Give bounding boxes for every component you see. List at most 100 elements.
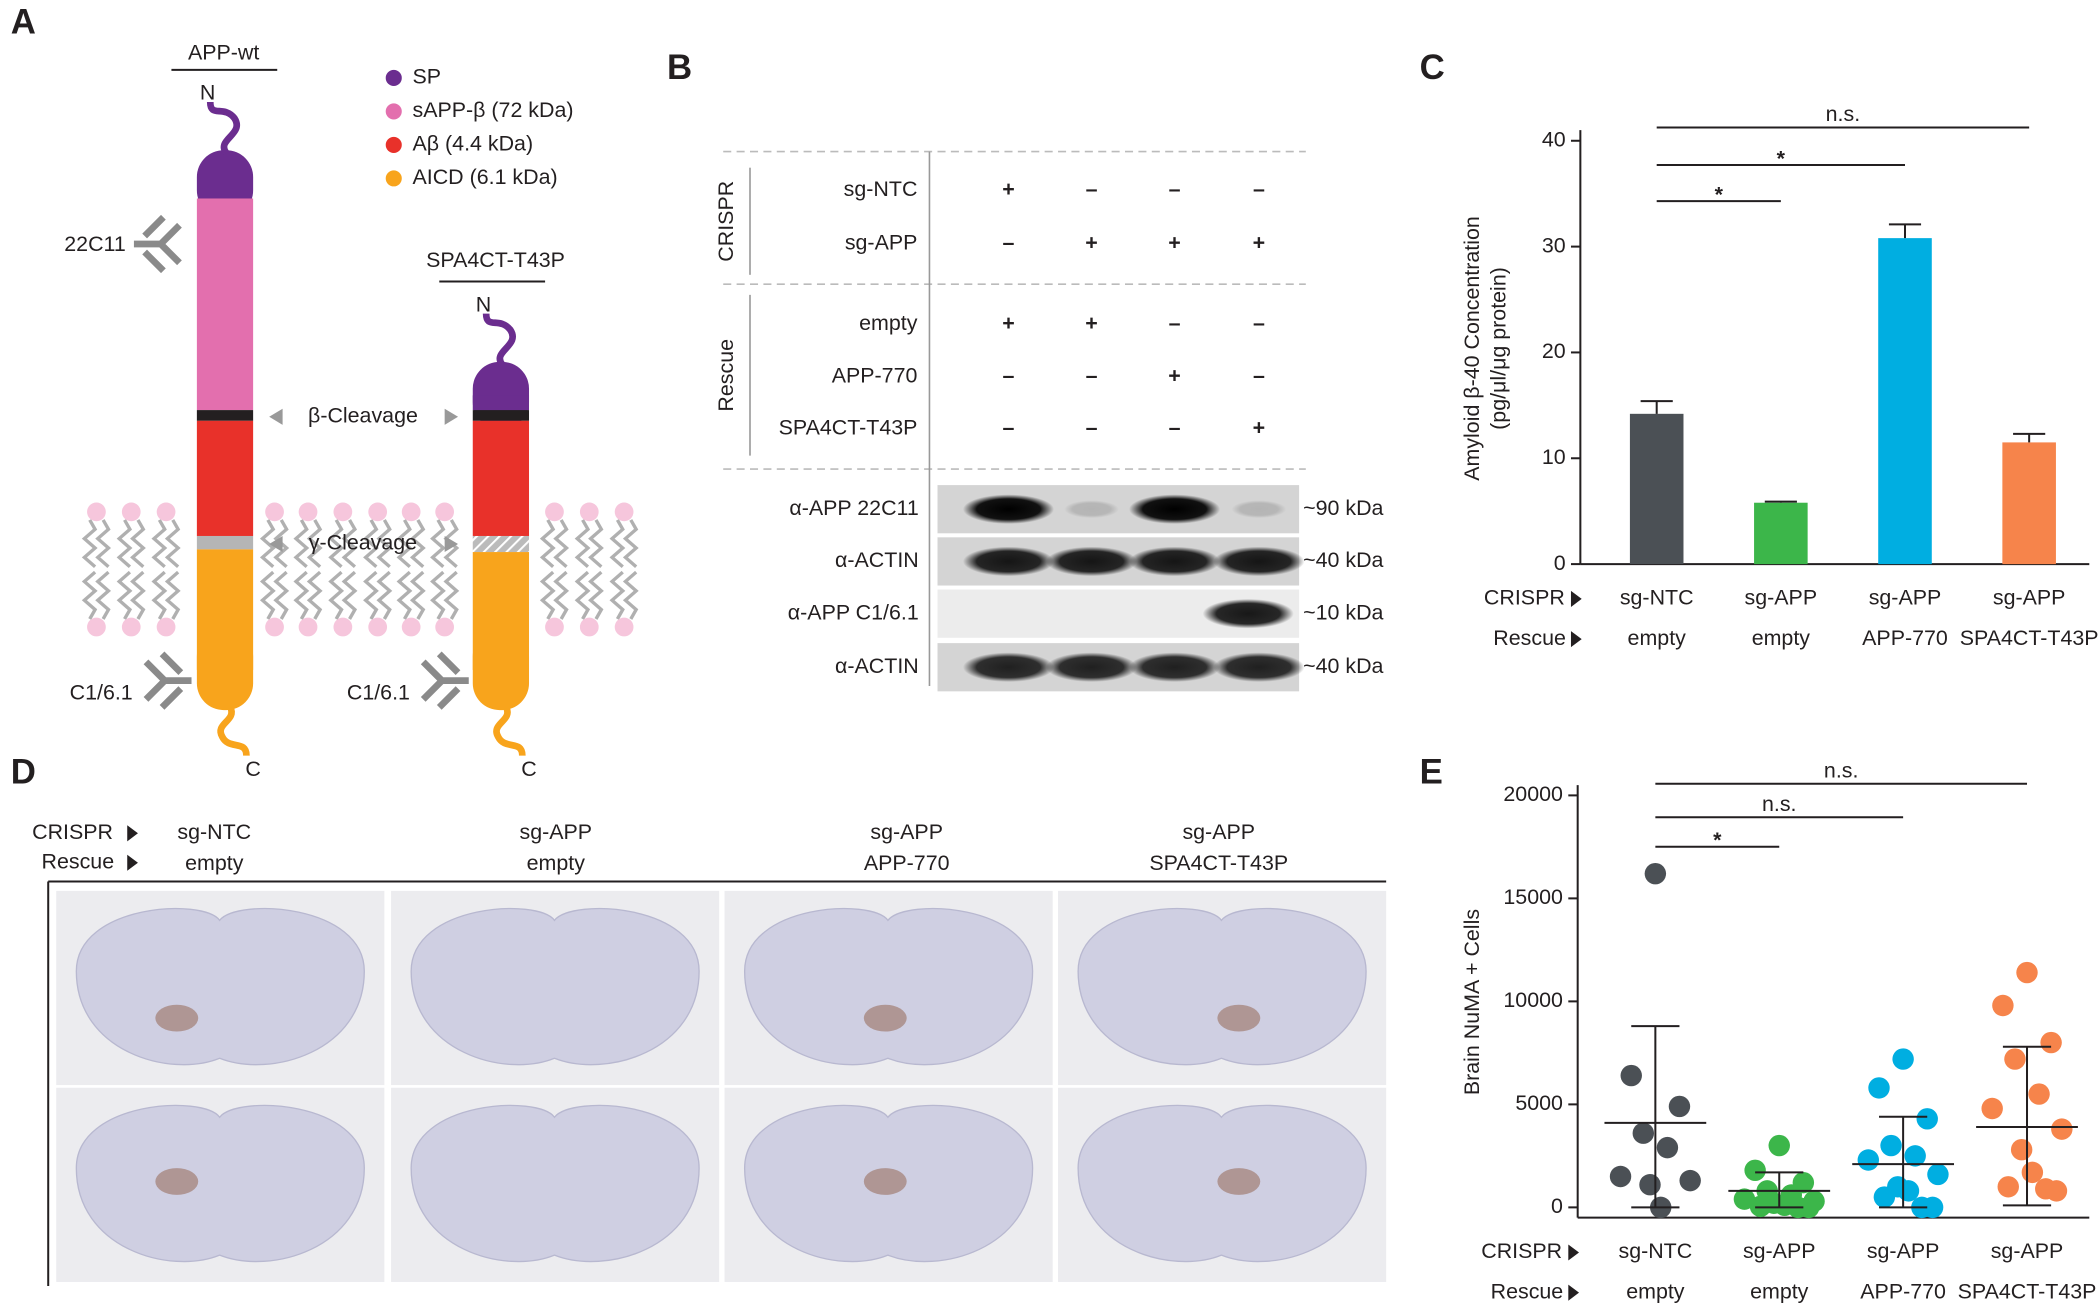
lipid-tail xyxy=(116,570,133,620)
dot xyxy=(2051,1118,2073,1140)
brain-section xyxy=(743,907,1034,1066)
brain-section xyxy=(1077,907,1367,1066)
y-tick-label: 40 xyxy=(1542,127,1566,151)
lipid-tail xyxy=(539,570,556,620)
band xyxy=(1129,494,1221,524)
lipid-head xyxy=(333,617,353,637)
band xyxy=(1129,546,1221,577)
cell-sign: – xyxy=(1169,177,1181,201)
significance-label: * xyxy=(1713,828,1722,852)
y-axis-label: (pg/μl/μg protein) xyxy=(1487,267,1511,430)
antibody xyxy=(420,651,469,710)
band xyxy=(1045,652,1138,682)
lipid-tail xyxy=(622,519,639,569)
column-label: sg-APP xyxy=(870,820,943,844)
lipid-tail xyxy=(396,570,413,620)
lipid-tail xyxy=(396,519,413,569)
lipid-head xyxy=(265,502,284,522)
band xyxy=(1129,652,1221,682)
lipid-head xyxy=(156,617,176,637)
dot xyxy=(1892,1048,1914,1070)
blot-label: α-APP C1/6.1 xyxy=(788,600,919,624)
arrow-right xyxy=(444,535,459,553)
c-terminus: C xyxy=(245,757,260,781)
row-label: Rescue xyxy=(1491,1279,1564,1303)
row-label: sg-APP xyxy=(845,231,918,255)
cleavage-band xyxy=(196,535,254,550)
dot xyxy=(1997,1176,2019,1198)
lipid-head xyxy=(298,617,318,637)
lipid-tail xyxy=(259,519,276,569)
y-tick-label: 0 xyxy=(1551,1194,1563,1218)
lipid-head xyxy=(614,502,634,522)
x-tick-label: sg-APP xyxy=(1745,586,1818,610)
lipid-tail xyxy=(622,570,639,620)
x-tick-label: sg-APP xyxy=(1993,586,2066,610)
lipid-head xyxy=(298,502,318,522)
lipid-head xyxy=(579,617,599,637)
cell-sign: – xyxy=(1253,177,1265,201)
lipid-tail xyxy=(130,519,146,569)
stain xyxy=(1217,1168,1261,1195)
dot xyxy=(1620,1064,1642,1087)
cell-sign: + xyxy=(1253,415,1266,439)
panel-label: D xyxy=(11,753,36,792)
cleavage-band xyxy=(196,410,254,421)
cell-sign: – xyxy=(1253,363,1265,387)
error-bar xyxy=(1764,500,1797,503)
bar xyxy=(1629,413,1684,565)
lipid-tail xyxy=(293,570,310,620)
stain xyxy=(1217,1004,1261,1032)
lipid-tail xyxy=(409,519,426,569)
legend-label: AICD (6.1 kDa) xyxy=(413,165,558,189)
dot xyxy=(1880,1134,1902,1157)
n-tail xyxy=(206,101,240,156)
domain-aicd xyxy=(196,629,254,711)
row-label: empty xyxy=(859,311,918,335)
significance-label: n.s. xyxy=(1762,792,1797,816)
lipid-tail xyxy=(328,519,345,569)
band xyxy=(962,546,1055,577)
lipid-tail xyxy=(363,570,379,620)
cell-sign: + xyxy=(1085,311,1098,335)
antibody-label: C1/6.1 xyxy=(70,681,133,705)
domain-aicd xyxy=(472,629,530,711)
dot xyxy=(1927,1163,1949,1186)
antibody-label: C1/6.1 xyxy=(347,681,410,705)
blot-size: ~40 kDa xyxy=(1303,548,1383,572)
lipid-tail xyxy=(588,519,604,569)
dot xyxy=(1668,1095,1691,1118)
cell-sign: + xyxy=(1168,231,1181,255)
whisker xyxy=(1631,1025,1680,1209)
y-tick-label: 10 xyxy=(1542,445,1566,469)
arrow-head xyxy=(127,825,138,842)
arrow-right xyxy=(444,408,459,425)
lipid-head xyxy=(401,502,421,522)
significance-label: n.s. xyxy=(1824,758,1859,782)
cell-sign: – xyxy=(1086,177,1098,201)
domain-abeta xyxy=(196,420,254,536)
antibody xyxy=(143,651,192,710)
y-tick-label: 20000 xyxy=(1503,782,1563,806)
lipid-tail xyxy=(293,519,310,569)
y-tick-label: 20 xyxy=(1542,339,1566,363)
lipid-tail xyxy=(443,570,460,620)
antibody-label: 22C11 xyxy=(64,232,126,256)
dot xyxy=(2021,1161,2044,1184)
cell-sign: + xyxy=(1085,231,1098,255)
legend-label: sAPP-β (72 kDa) xyxy=(413,98,574,122)
lipid-tail xyxy=(609,519,626,569)
x-tick-label: sg-APP xyxy=(1869,586,1942,610)
dot xyxy=(1992,994,2014,1017)
panel-label: B xyxy=(667,48,692,87)
lipid-tail xyxy=(151,519,168,569)
row-label: SPA4CT-T43P xyxy=(779,415,918,439)
lipid-head xyxy=(87,617,106,637)
stain xyxy=(155,1004,199,1032)
dot xyxy=(1916,1108,1938,1130)
lipid-head xyxy=(579,502,599,522)
antibody xyxy=(133,214,182,274)
y-axis-label: Brain NuMA + Cells xyxy=(1460,909,1484,1095)
x-tick-label: sg-NTC xyxy=(1618,1239,1692,1263)
